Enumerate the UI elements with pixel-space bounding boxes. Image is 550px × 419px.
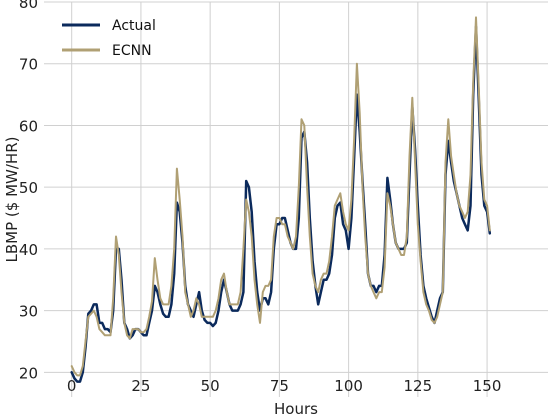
- grid: [44, 1, 548, 397]
- x-tick-label: 75: [270, 377, 289, 395]
- x-tick-label: 50: [201, 377, 220, 395]
- x-tick-label: 0: [67, 377, 77, 395]
- y-tick-label: 80: [19, 0, 38, 12]
- y-axis-label: LBMP ($ MW/HR): [3, 137, 21, 263]
- x-tick-label: 100: [334, 377, 363, 395]
- tick-labels: 20 30 40 50 60 70 80 0 25 50 75 100 125 150: [19, 0, 501, 395]
- y-tick-label: 50: [19, 179, 38, 197]
- x-tick-label: 150: [473, 377, 502, 395]
- legend-label: Actual: [112, 18, 156, 34]
- series-lines: [70, 16, 492, 383]
- x-axis-label: Hours: [274, 400, 318, 418]
- series-line-ecnn: [70, 16, 491, 377]
- y-tick-label: 30: [19, 303, 38, 321]
- y-tick-label: 70: [19, 56, 38, 74]
- legend: Actual ECNN: [62, 18, 156, 59]
- y-tick-label: 20: [19, 364, 38, 382]
- y-tick-label: 60: [19, 117, 38, 135]
- legend-label: ECNN: [112, 43, 152, 59]
- y-tick-label: 40: [19, 241, 38, 259]
- x-tick-label: 25: [131, 377, 150, 395]
- x-tick-label: 125: [404, 377, 433, 395]
